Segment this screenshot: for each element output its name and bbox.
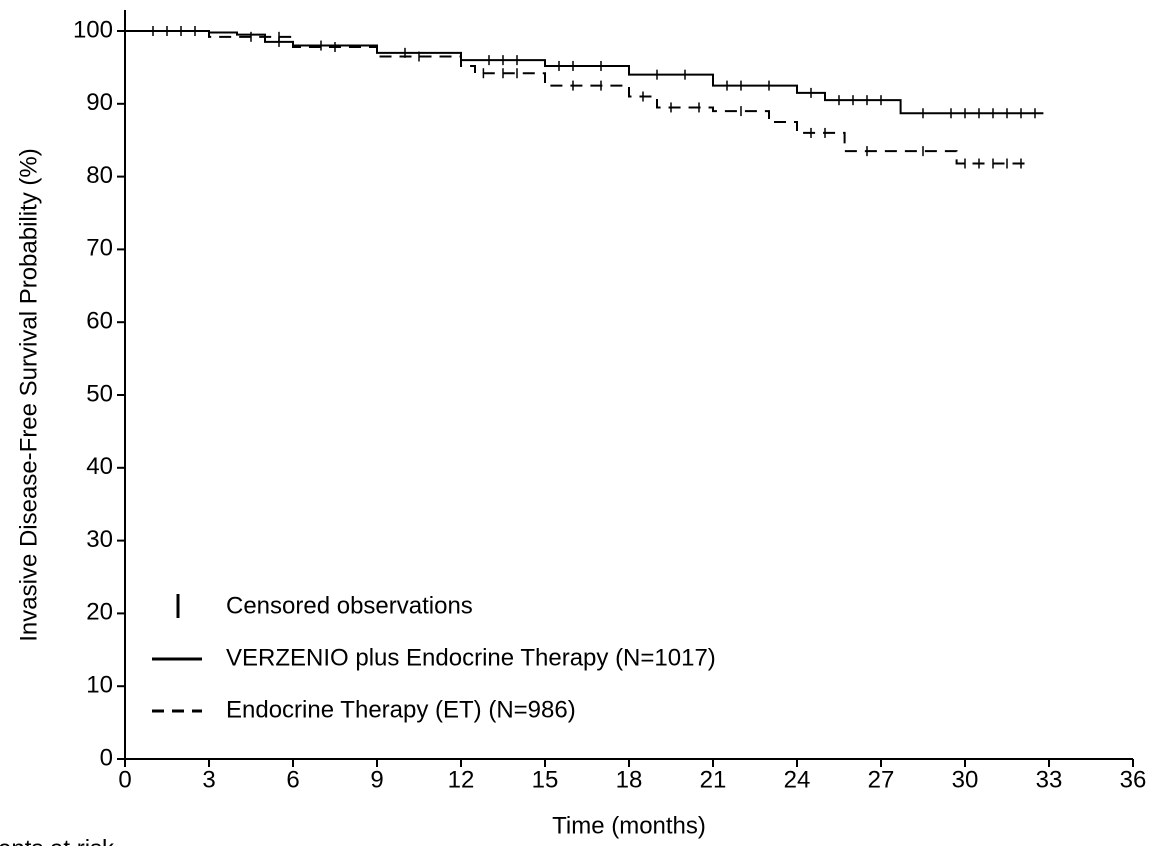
x-tick-label: 3 bbox=[202, 766, 215, 793]
legend-censor-label: Censored observations bbox=[226, 592, 473, 619]
x-tick-label: 36 bbox=[1120, 766, 1147, 793]
x-tick-label: 33 bbox=[1036, 766, 1063, 793]
y-tick-label: 50 bbox=[86, 380, 113, 407]
x-tick-label: 18 bbox=[616, 766, 643, 793]
x-tick-label: 0 bbox=[118, 766, 131, 793]
y-tick-label: 70 bbox=[86, 235, 113, 262]
note: tients at risk bbox=[0, 835, 115, 846]
survival-line bbox=[125, 30, 1030, 165]
x-tick-label: 24 bbox=[784, 766, 811, 793]
y-tick-label: 80 bbox=[86, 162, 113, 189]
y-tick-label: 90 bbox=[86, 89, 113, 116]
x-tick-label: 12 bbox=[448, 766, 475, 793]
x-tick-label: 6 bbox=[286, 766, 299, 793]
y-tick-label: 40 bbox=[86, 453, 113, 480]
x-tick-label: 27 bbox=[868, 766, 895, 793]
legend-label: Endocrine Therapy (ET) (N=986) bbox=[226, 696, 576, 723]
y-tick-label: 60 bbox=[86, 308, 113, 335]
survival-line bbox=[125, 30, 1044, 115]
legend-label: VERZENIO plus Endocrine Therapy (N=1017) bbox=[226, 644, 716, 671]
y-axis-label: Invasive Disease-Free Survival Probabili… bbox=[15, 148, 42, 642]
y-tick-label: 0 bbox=[100, 744, 113, 771]
x-axis-label: Time (months) bbox=[552, 812, 706, 839]
y-tick-label: 20 bbox=[86, 599, 113, 626]
y-tick-label: 100 bbox=[73, 16, 113, 43]
y-tick-label: 10 bbox=[86, 672, 113, 699]
y-tick-label: 30 bbox=[86, 526, 113, 553]
x-tick-label: 30 bbox=[952, 766, 979, 793]
x-tick-label: 21 bbox=[700, 766, 727, 793]
x-tick-label: 9 bbox=[370, 766, 383, 793]
x-tick-label: 15 bbox=[532, 766, 559, 793]
